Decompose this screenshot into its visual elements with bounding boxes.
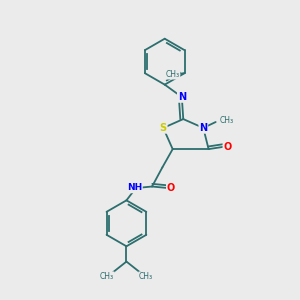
Text: N: N [199, 123, 207, 133]
Text: CH₃: CH₃ [139, 272, 153, 281]
Text: N: N [178, 92, 186, 102]
Text: S: S [160, 123, 167, 133]
Text: CH₃: CH₃ [219, 116, 233, 125]
Text: O: O [223, 142, 232, 152]
Text: NH: NH [127, 184, 142, 193]
Text: CH₃: CH₃ [166, 70, 180, 79]
Text: CH₃: CH₃ [100, 272, 114, 281]
Text: O: O [167, 183, 175, 193]
